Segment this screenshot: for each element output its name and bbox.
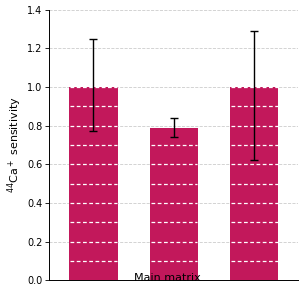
Text: Main matrix: Main matrix [134,273,201,283]
Bar [69,87,118,280]
Bar [150,128,198,280]
Bar [230,87,278,280]
Y-axis label: $^{44}$Ca$^+$ sensitivity: $^{44}$Ca$^+$ sensitivity [5,97,24,193]
